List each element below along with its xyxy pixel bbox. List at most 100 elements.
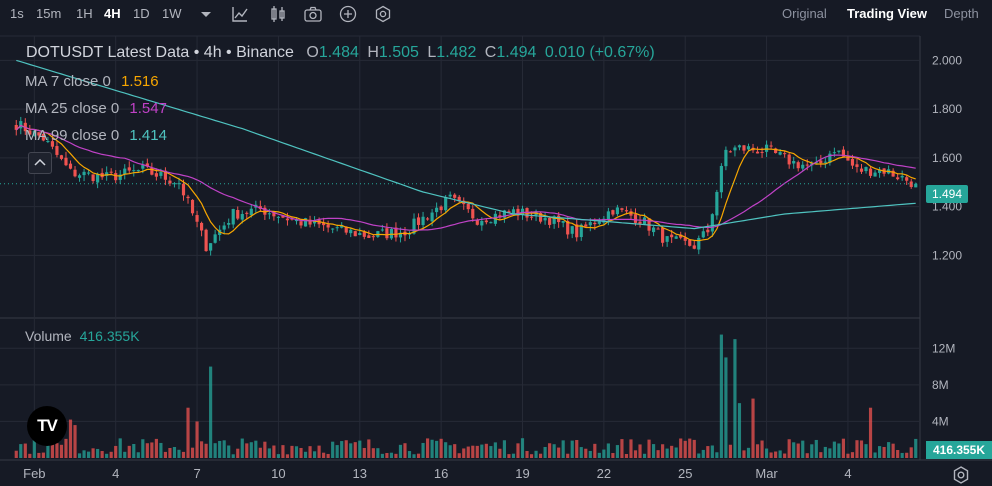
collapse-legend-button[interactable] bbox=[28, 152, 52, 174]
view-tab-trading-view[interactable]: Trading View bbox=[847, 6, 927, 21]
volume-bar bbox=[68, 419, 73, 458]
candle-body bbox=[787, 154, 791, 165]
candle-body bbox=[579, 224, 583, 238]
price-tick-label: 1.200 bbox=[932, 248, 962, 262]
candle-body bbox=[900, 175, 904, 178]
candle-body bbox=[701, 231, 705, 238]
volume-bar bbox=[805, 453, 809, 458]
chart-axes: 2.000 1.800 1.600 1.400 1.200 12M 8M 4M Feb 4 7 10 1… bbox=[23, 53, 962, 481]
volume-bar bbox=[263, 441, 267, 458]
candle-body bbox=[331, 228, 335, 230]
volume-bar bbox=[484, 443, 488, 458]
volume-bar bbox=[227, 445, 231, 458]
volume-bar bbox=[141, 439, 145, 458]
candle-body bbox=[823, 161, 827, 163]
volume-bar bbox=[525, 451, 529, 458]
low-label: L bbox=[427, 44, 437, 61]
ma99-label: MA 99 close 0 bbox=[25, 127, 120, 144]
volume-bar bbox=[674, 447, 678, 458]
interval-1h[interactable]: 1H bbox=[76, 6, 93, 21]
interval-1d[interactable]: 1D bbox=[133, 6, 150, 21]
volume-bar bbox=[322, 452, 326, 458]
volume-bar bbox=[661, 444, 665, 458]
interval-1w[interactable]: 1W bbox=[162, 6, 182, 21]
ma7-legend[interactable]: MA 7 close 0 1.516 bbox=[25, 73, 159, 90]
plus-circle-icon[interactable] bbox=[338, 4, 358, 24]
candle-body bbox=[168, 180, 172, 184]
view-tab-depth[interactable]: Depth bbox=[944, 6, 979, 21]
candle-body bbox=[303, 218, 308, 227]
volume-bar bbox=[511, 453, 516, 458]
volume-bar bbox=[575, 440, 579, 458]
volume-bar bbox=[281, 445, 285, 458]
volume-bar bbox=[683, 440, 687, 458]
tradingview-logo[interactable]: TV bbox=[27, 406, 67, 446]
candle-type-icon[interactable] bbox=[268, 4, 288, 24]
volume-bar bbox=[751, 398, 755, 458]
interval-4h[interactable]: 4H bbox=[104, 6, 121, 21]
volume-bar bbox=[787, 439, 791, 458]
price-tick-label: 1.600 bbox=[932, 151, 962, 165]
chevron-up-icon bbox=[34, 158, 46, 166]
volume-bar bbox=[236, 448, 240, 458]
indicator-icon[interactable] bbox=[230, 4, 250, 24]
candle-body bbox=[778, 152, 782, 155]
view-tab-original[interactable]: Original bbox=[782, 6, 827, 21]
volume-bar bbox=[145, 443, 149, 458]
ma99-legend[interactable]: MA 99 close 0 1.414 bbox=[25, 127, 167, 144]
candle-body bbox=[272, 211, 276, 217]
volume-bar bbox=[855, 440, 859, 458]
volume-legend[interactable]: Volume 416.355K bbox=[25, 328, 140, 344]
volume-bar bbox=[37, 452, 41, 458]
chevron-down-icon[interactable] bbox=[196, 4, 216, 24]
volume-bar bbox=[489, 446, 493, 458]
candle-body bbox=[96, 173, 100, 183]
volume-bar bbox=[891, 443, 895, 458]
volume-bar bbox=[123, 451, 127, 458]
ma25-line bbox=[15, 124, 916, 231]
volume-bar bbox=[593, 443, 597, 458]
volume-bar bbox=[814, 439, 818, 458]
interval-1s[interactable]: 1s bbox=[10, 6, 24, 21]
candle-body bbox=[520, 208, 525, 215]
candle-body bbox=[335, 227, 339, 229]
candle-body bbox=[457, 196, 461, 202]
interval-15m[interactable]: 15m bbox=[36, 6, 62, 21]
settings-icon[interactable] bbox=[373, 4, 393, 24]
volume-bar bbox=[480, 444, 484, 458]
volume-bar bbox=[86, 451, 91, 458]
volume-bar bbox=[534, 450, 538, 458]
volume-bar bbox=[796, 443, 800, 458]
candle-body bbox=[394, 227, 398, 238]
candle-body bbox=[769, 145, 773, 147]
candle-body bbox=[480, 221, 484, 226]
candle-body bbox=[118, 174, 122, 180]
candle-body bbox=[344, 226, 348, 233]
candle-body bbox=[236, 210, 240, 219]
chart-settings-icon[interactable] bbox=[950, 464, 972, 486]
candle-body bbox=[719, 165, 723, 193]
open-value: 1.484 bbox=[318, 44, 359, 61]
candle-body bbox=[412, 218, 416, 234]
candle-body bbox=[661, 227, 665, 243]
candle-body bbox=[14, 124, 18, 130]
candle-body bbox=[435, 207, 439, 213]
candle-body bbox=[561, 221, 565, 223]
candle-body bbox=[127, 167, 131, 171]
volume-bar bbox=[258, 447, 262, 458]
ma25-legend[interactable]: MA 25 close 0 1.547 bbox=[25, 100, 167, 117]
close-label: C bbox=[484, 44, 497, 61]
candle-body bbox=[832, 152, 836, 154]
candle-body bbox=[245, 212, 249, 214]
volume-bar bbox=[416, 453, 421, 458]
volume-bar bbox=[240, 438, 244, 458]
candle-body bbox=[584, 224, 588, 227]
date-tick-label: 7 bbox=[193, 466, 200, 481]
camera-icon[interactable] bbox=[303, 4, 323, 24]
candle-body bbox=[448, 194, 452, 197]
candle-body bbox=[656, 228, 660, 230]
date-tick-label: 22 bbox=[597, 466, 611, 481]
volume-bar bbox=[190, 447, 195, 458]
volume-bar bbox=[783, 453, 787, 458]
